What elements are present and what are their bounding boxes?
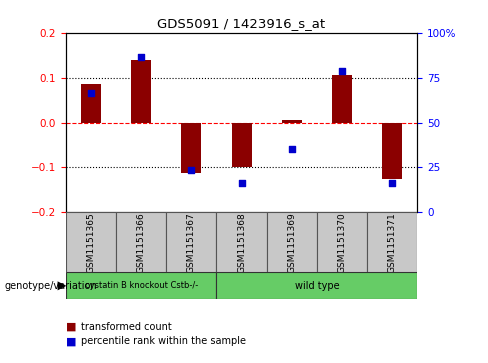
Bar (81, 84, 101, 123)
Text: wild type: wild type (295, 281, 339, 291)
Text: GSM1151367: GSM1151367 (187, 212, 196, 273)
Point (137, 54, 145, 60)
Point (338, 68, 346, 74)
Bar (131, 60, 151, 123)
Bar (217, 212, 266, 272)
Bar (231, 123, 252, 167)
Point (238, 180, 245, 186)
Bar (266, 212, 317, 272)
Point (187, 167, 195, 172)
Bar (367, 212, 417, 272)
Bar (317, 212, 367, 272)
Bar (217, 272, 417, 299)
Text: cystatin B knockout Cstb-/-: cystatin B knockout Cstb-/- (84, 281, 198, 290)
Bar (182, 123, 202, 173)
Text: percentile rank within the sample: percentile rank within the sample (81, 336, 245, 346)
Bar (332, 76, 352, 123)
Text: ■: ■ (66, 336, 77, 346)
Text: GSM1151366: GSM1151366 (137, 212, 146, 273)
Point (87, 90, 95, 96)
Text: ■: ■ (66, 322, 77, 332)
Bar (116, 212, 166, 272)
Title: GDS5091 / 1423916_s_at: GDS5091 / 1423916_s_at (158, 17, 325, 30)
Bar (282, 120, 302, 123)
Text: GSM1151370: GSM1151370 (337, 212, 346, 273)
Bar (66, 272, 217, 299)
Text: GSM1151369: GSM1151369 (287, 212, 296, 273)
Bar (166, 212, 217, 272)
Bar (382, 123, 402, 179)
Text: GSM1151371: GSM1151371 (387, 212, 397, 273)
Point (388, 180, 396, 186)
Bar (66, 212, 116, 272)
Text: GSM1151365: GSM1151365 (86, 212, 96, 273)
Text: genotype/variation: genotype/variation (5, 281, 98, 291)
Point (288, 147, 296, 152)
Text: GSM1151368: GSM1151368 (237, 212, 246, 273)
Polygon shape (58, 281, 66, 290)
Text: transformed count: transformed count (81, 322, 171, 332)
